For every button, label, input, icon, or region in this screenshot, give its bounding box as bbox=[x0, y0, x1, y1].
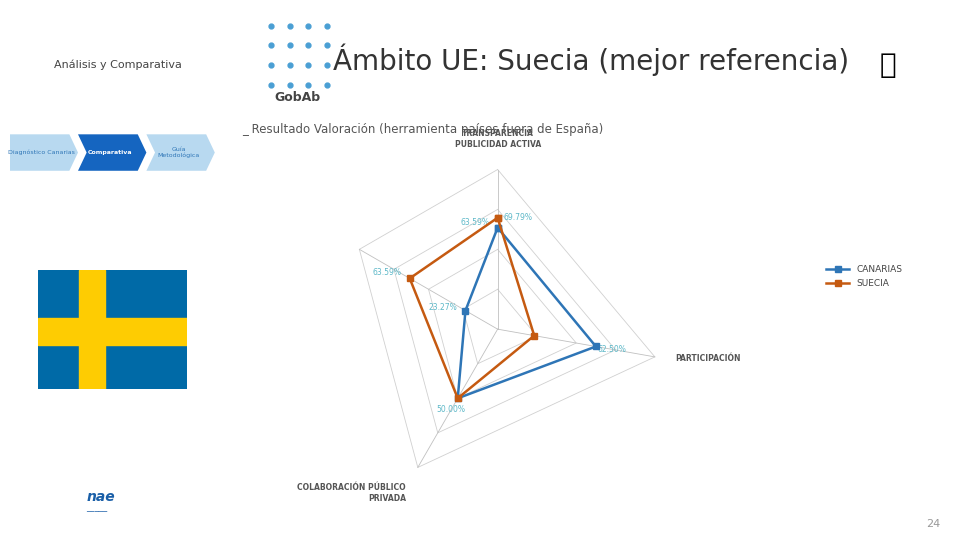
Legend: CANARIAS, SUECIA: CANARIAS, SUECIA bbox=[823, 261, 905, 292]
Text: 63.59%: 63.59% bbox=[372, 267, 402, 276]
Text: ─────: ───── bbox=[86, 509, 108, 516]
Text: Guía
Metodológica: Guía Metodológica bbox=[157, 147, 200, 158]
Text: COLABORACIÓN PÚBLICO
PRIVADA: COLABORACIÓN PÚBLICO PRIVADA bbox=[298, 483, 406, 503]
Text: 63.59%: 63.59% bbox=[461, 218, 490, 227]
Polygon shape bbox=[146, 134, 215, 171]
Text: 👑: 👑 bbox=[879, 51, 897, 79]
Text: Diagnóstico Canarias: Diagnóstico Canarias bbox=[9, 150, 75, 156]
Bar bbox=[80, 270, 106, 389]
Text: nae: nae bbox=[86, 490, 115, 504]
Text: 69.79%: 69.79% bbox=[504, 213, 533, 222]
Text: Ámbito UE: Suecia (mejor referencia): Ámbito UE: Suecia (mejor referencia) bbox=[333, 43, 850, 76]
Polygon shape bbox=[78, 134, 146, 171]
Text: _ Resultado Valoración (herramienta países fuera de España): _ Resultado Valoración (herramienta país… bbox=[242, 123, 604, 136]
Text: GobAb: GobAb bbox=[275, 91, 321, 104]
Bar bbox=[38, 318, 187, 345]
Text: 50.00%: 50.00% bbox=[437, 405, 466, 414]
Text: 62.50%: 62.50% bbox=[597, 345, 626, 354]
Text: 24: 24 bbox=[926, 519, 941, 529]
Polygon shape bbox=[10, 134, 78, 171]
Text: Comparativa: Comparativa bbox=[88, 150, 132, 155]
Text: 23.27%: 23.27% bbox=[429, 303, 458, 312]
Text: TRANSPARENCIA
PUBLICIDAD ACTIVA: TRANSPARENCIA PUBLICIDAD ACTIVA bbox=[454, 130, 540, 148]
Text: PARTICIPACIÓN: PARTICIPACIÓN bbox=[676, 354, 741, 363]
Text: Análisis y Comparativa: Análisis y Comparativa bbox=[54, 59, 181, 70]
